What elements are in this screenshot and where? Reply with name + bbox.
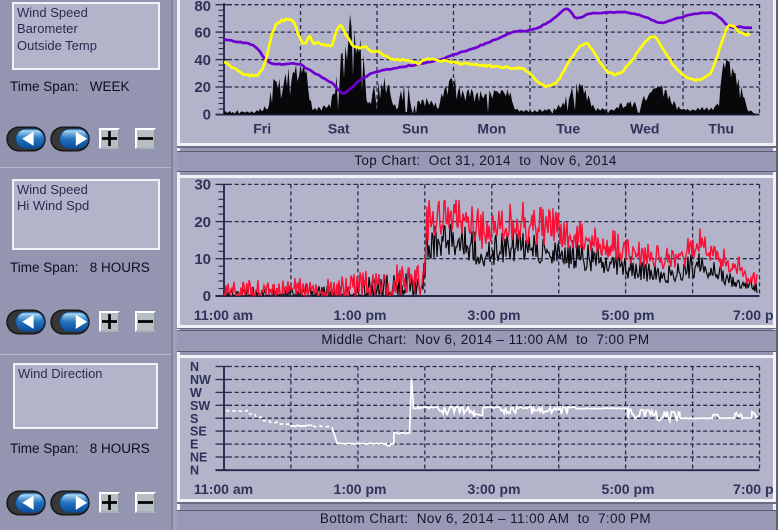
svg-text:7:00 pm: 7:00 pm <box>733 307 773 323</box>
svg-text:Fri: Fri <box>253 121 271 137</box>
svg-text:W: W <box>190 386 202 400</box>
svg-text:0: 0 <box>203 107 211 124</box>
svg-text:1:00 pm: 1:00 pm <box>334 307 387 323</box>
svg-text:60: 60 <box>194 24 211 41</box>
svg-text:11:00 am: 11:00 am <box>194 481 253 497</box>
svg-text:5:00 pm: 5:00 pm <box>602 481 655 497</box>
svg-text:NE: NE <box>190 450 207 464</box>
svg-text:40: 40 <box>194 52 211 69</box>
svg-text:7:00 pm: 7:00 pm <box>733 481 773 497</box>
svg-text:Thu: Thu <box>708 121 734 137</box>
svg-text:E: E <box>190 437 198 451</box>
svg-text:Sun: Sun <box>402 121 428 137</box>
svg-text:3:00 pm: 3:00 pm <box>468 481 521 497</box>
svg-text:30: 30 <box>194 178 211 194</box>
svg-text:20: 20 <box>194 213 211 230</box>
svg-text:80: 80 <box>194 0 211 15</box>
svg-text:Tue: Tue <box>556 121 580 137</box>
svg-text:N: N <box>190 360 199 374</box>
svg-text:0: 0 <box>203 288 211 305</box>
svg-text:20: 20 <box>194 79 211 96</box>
svg-text:Sat: Sat <box>328 121 350 137</box>
svg-text:5:00 pm: 5:00 pm <box>602 307 655 323</box>
svg-text:SW: SW <box>190 398 210 412</box>
svg-text:3:00 pm: 3:00 pm <box>468 307 521 323</box>
svg-text:1:00 pm: 1:00 pm <box>334 481 387 497</box>
svg-text:NW: NW <box>190 373 211 387</box>
svg-text:S: S <box>190 411 198 425</box>
svg-text:11:00 am: 11:00 am <box>194 307 253 323</box>
svg-text:10: 10 <box>194 250 211 267</box>
svg-text:Wed: Wed <box>630 121 659 137</box>
svg-text:SE: SE <box>190 424 207 438</box>
svg-text:N: N <box>190 463 199 477</box>
svg-text:Mon: Mon <box>477 121 506 137</box>
